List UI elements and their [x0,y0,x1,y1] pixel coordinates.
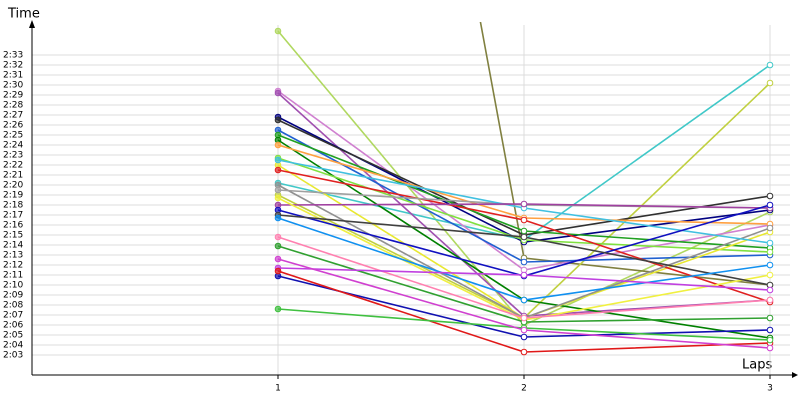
data-point [274,141,282,149]
y-tick-label: 2:18 [3,201,23,211]
x-tick-label: 1 [275,384,281,394]
data-point [766,79,774,87]
y-tick-label: 2:23 [3,151,23,161]
data-point [766,286,774,294]
y-tick-label: 2:08 [3,301,23,311]
data-point [274,233,282,241]
y-tick-label: 2:31 [3,71,23,81]
data-point [274,156,282,164]
y-tick-label: 2:05 [3,331,23,341]
y-tick-label: 2:03 [3,351,23,361]
x-tick-label: 3 [767,384,773,394]
y-axis-arrow [29,20,35,28]
data-point [520,216,528,224]
data-point [766,326,774,334]
y-tick-label: 2:07 [3,311,23,321]
y-tick-label: 2:29 [3,91,23,101]
data-point [520,314,528,322]
y-tick-label: 2:28 [3,101,23,111]
data-point [274,242,282,250]
data-point [520,200,528,208]
plot-area [274,22,774,356]
data-point [766,239,774,247]
y-tick-label: 2:14 [3,241,23,251]
data-point [766,314,774,322]
data-point [766,261,774,269]
data-point [274,166,282,174]
y-tick-label: 2:04 [3,341,23,351]
data-point [766,224,774,232]
data-point [766,192,774,200]
data-point [766,271,774,279]
data-point [520,233,528,241]
y-tick-label: 2:16 [3,221,23,231]
data-point [520,326,528,334]
y-tick-label: 2:12 [3,261,23,271]
y-tick-label: 2:26 [3,121,23,131]
data-point [766,296,774,304]
x-axis-label: Laps [742,358,772,373]
data-point [520,333,528,341]
data-point [520,227,528,235]
data-point [520,258,528,266]
data-point [520,271,528,279]
data-point [274,255,282,263]
data-point [274,116,282,124]
data-point [274,267,282,275]
y-tick-label: 2:13 [3,251,23,261]
y-tick-label: 2:24 [3,141,23,151]
data-point [274,305,282,313]
y-tick-label: 2:21 [3,171,23,181]
data-point [520,348,528,356]
data-point [766,248,774,256]
y-tick-label: 2:22 [3,161,23,171]
y-tick-label: 2:33 [3,51,23,61]
data-point [766,201,774,209]
y-tick-label: 2:25 [3,131,23,141]
y-tick-label: 2:06 [3,321,23,331]
y-tick-label: 2:17 [3,211,23,221]
y-tick-label: 2:19 [3,191,23,201]
x-tick-label: 2 [521,384,527,394]
data-point [274,186,282,194]
data-point [766,336,774,344]
y-tick-label: 2:15 [3,231,23,241]
data-point [274,194,282,202]
y-tick-label: 2:09 [3,291,23,301]
data-point [274,27,282,35]
y-tick-label: 2:10 [3,281,23,291]
y-tick-label: 2:32 [3,61,23,71]
data-point [766,61,774,69]
data-point [520,296,528,304]
data-point [274,214,282,222]
y-tick-label: 2:20 [3,181,23,191]
y-tick-label: 2:30 [3,81,23,91]
y-tick-label: 2:11 [3,271,23,281]
y-axis-label: Time [7,7,40,22]
y-tick-label: 2:27 [3,111,23,121]
data-point [274,89,282,97]
data-point [766,344,774,352]
x-axis-arrow [792,372,798,378]
